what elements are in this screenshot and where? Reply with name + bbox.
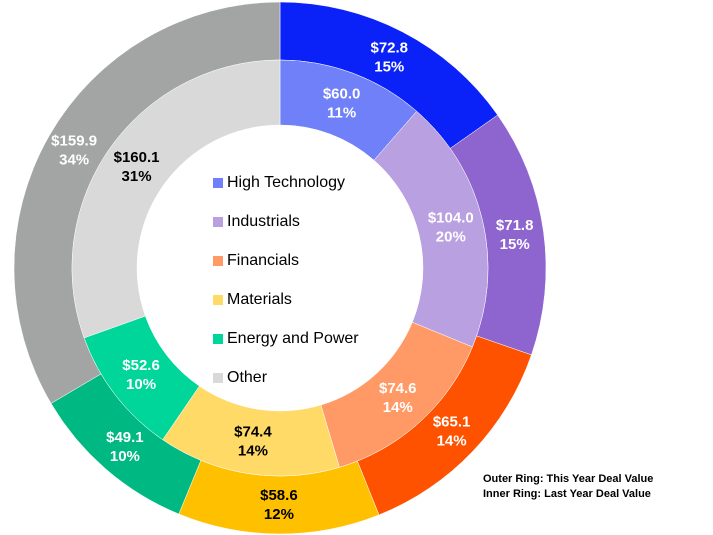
percent-label: 20% [436,229,466,246]
value-label: $58.6 [260,487,298,504]
legend-label: Energy and Power [227,330,359,347]
percent-label: 14% [383,399,413,416]
percent-label: 14% [437,432,467,449]
legend-label: High Technology [227,174,345,191]
percent-label: 10% [126,376,156,393]
percent-label: 11% [327,105,356,122]
value-label: $104.0 [428,210,474,227]
legend-label: Materials [227,291,292,308]
legend-swatch [213,295,223,305]
percent-label: 15% [374,59,404,76]
legend-swatch [213,334,223,344]
legend-swatch [213,217,223,227]
legend-label: Other [227,369,268,386]
value-label: $71.8 [496,217,534,234]
percent-label: 15% [500,236,530,253]
percent-label: 31% [122,168,152,185]
percent-label: 12% [264,506,294,523]
legend-swatch [213,178,223,188]
legend-swatch [213,373,223,383]
value-label: $74.6 [379,380,417,397]
value-label: $52.6 [122,357,160,374]
legend-label: Industrials [227,213,300,230]
slice [71,59,281,339]
value-label: $74.4 [234,423,272,440]
annotation: Inner Ring: Last Year Deal Value [483,488,651,500]
legend-swatch [213,256,223,266]
value-label: $159.9 [51,133,97,150]
percent-label: 14% [238,442,268,459]
annotation: Outer Ring: This Year Deal Value [483,473,653,485]
value-label: $65.1 [433,413,471,430]
value-label: $49.1 [106,429,144,446]
value-label: $60.0 [323,86,361,103]
legend-label: Financials [227,252,299,269]
value-label: $72.8 [370,40,408,57]
percent-label: 34% [59,152,89,169]
slice [373,110,489,348]
value-label: $160.1 [114,149,160,166]
percent-label: 10% [110,448,140,465]
